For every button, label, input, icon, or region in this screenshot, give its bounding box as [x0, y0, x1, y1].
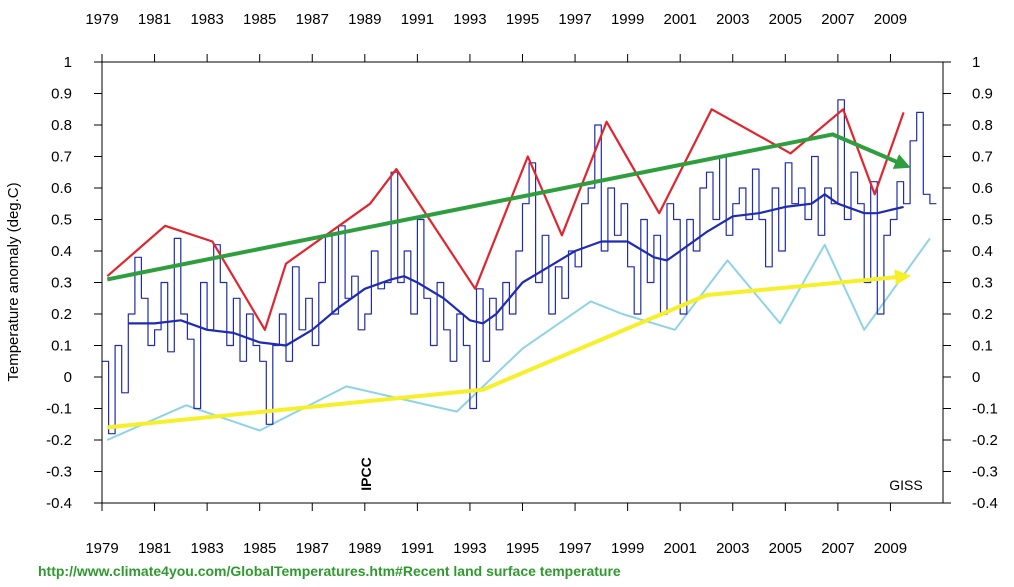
bottom-x-tick-label: 1979 [85, 540, 118, 557]
left-y-tick-label: -0.2 [46, 432, 72, 449]
right-y-tick-label: 0 [972, 369, 980, 386]
top-x-tick-label: 1981 [138, 11, 171, 28]
running-mean-line [128, 193, 904, 347]
bottom-x-ticks: 1979 1981 1983 1985 1987 1989 1991 1993 1995 1997… [85, 503, 907, 557]
giss-label: GISS [889, 477, 922, 493]
top-x-tick-label: 1983 [190, 11, 223, 28]
left-y-tick-label: -0.4 [46, 495, 72, 512]
right-y-tick-label: 0.8 [972, 117, 993, 134]
bottom-x-tick-label: 2009 [874, 540, 907, 557]
bottom-x-tick-label: 2003 [716, 540, 749, 557]
left-y-tick-label: 0.1 [51, 338, 72, 355]
peak-trend-arrow [106, 132, 911, 282]
left-y-tick-label: 0.3 [51, 275, 72, 292]
right-y-tick-label: -0.2 [972, 432, 998, 449]
left-y-tick-label: 0.2 [51, 306, 72, 323]
left-y-tick-label: 0.4 [51, 243, 72, 260]
top-x-tick-label: 1997 [558, 11, 591, 28]
series-layer [102, 99, 937, 441]
bottom-x-tick-label: 2005 [769, 540, 802, 557]
bottom-x-tick-label: 1999 [611, 540, 644, 557]
bottom-x-tick-label: 2007 [821, 540, 854, 557]
left-y-tick-label: 0.8 [51, 117, 72, 134]
left-y-tick-label: 1 [64, 54, 72, 71]
top-x-ticks: 1979 1981 1983 1985 1987 1989 1991 1993 1995 1997… [85, 11, 907, 62]
bottom-x-tick-label: 2001 [664, 540, 697, 557]
right-y-tick-label: -0.1 [972, 401, 998, 418]
right-y-tick-label: 0.1 [972, 338, 993, 355]
bottom-x-tick-label: 1991 [401, 540, 434, 557]
bottom-x-tick-label: 1989 [348, 540, 381, 557]
left-y-tick-label: -0.3 [46, 464, 72, 481]
left-y-tick-label: 0.9 [51, 86, 72, 103]
left-y-tick-label: 0.7 [51, 149, 72, 166]
top-x-tick-label: 1985 [243, 11, 276, 28]
top-x-tick-label: 1989 [348, 11, 381, 28]
right-y-tick-label: 0.2 [972, 306, 993, 323]
top-x-tick-label: 2009 [874, 11, 907, 28]
source-url-link[interactable]: http://www.climate4you.com/GlobalTempera… [38, 563, 621, 579]
bottom-x-tick-label: 1985 [243, 540, 276, 557]
plot-frame [101, 61, 944, 504]
right-y-tick-label: 0.5 [972, 212, 993, 229]
troughs-line [106, 237, 931, 441]
bottom-x-tick-label: 1993 [453, 540, 486, 557]
top-x-tick-label: 1987 [296, 11, 329, 28]
top-x-tick-label: 2005 [769, 11, 802, 28]
top-x-tick-label: 1991 [401, 11, 434, 28]
right-y-tick-label: -0.4 [972, 495, 998, 512]
trough-trend-arrow [107, 269, 911, 430]
ipcc-annotation: IPCC [358, 457, 374, 490]
right-y-tick-label: 0.7 [972, 149, 993, 166]
right-y-tick-label: 1 [972, 54, 980, 71]
top-x-tick-label: 1995 [506, 11, 539, 28]
right-y-tick-label: 0.3 [972, 275, 993, 292]
left-y-tick-label: 0.6 [51, 180, 72, 197]
right-y-tick-label: 0.4 [972, 243, 993, 260]
top-x-tick-label: 1993 [453, 11, 486, 28]
right-y-tick-label: 0.9 [972, 86, 993, 103]
right-y-ticks: 1 0.9 0.8 0.7 0.6 0.5 0.4 0.3 0.2 0.1 0 -0.1 -0.2 -0.… [943, 54, 998, 512]
left-y-ticks: 1 0.9 0.8 0.7 0.6 0.5 0.4 0.3 0.2 0.1 0 -0.1 -0.2 -0.… [46, 54, 102, 512]
y-axis-title: Temperature anomaly (deg.C) [5, 182, 22, 381]
left-y-tick-label: 0 [64, 369, 72, 386]
bottom-x-tick-label: 1995 [506, 540, 539, 557]
top-x-tick-label: 2007 [821, 11, 854, 28]
top-x-tick-label: 2001 [664, 11, 697, 28]
right-y-tick-label: 0.6 [972, 180, 993, 197]
top-x-tick-label: 1999 [611, 11, 644, 28]
left-y-tick-label: -0.1 [46, 401, 72, 418]
bottom-x-tick-label: 1997 [558, 540, 591, 557]
monthly-series-line [102, 99, 937, 435]
bottom-x-tick-label: 1981 [138, 540, 171, 557]
top-x-tick-label: 1979 [85, 11, 118, 28]
left-y-tick-label: 0.5 [51, 212, 72, 229]
bottom-x-tick-label: 1987 [296, 540, 329, 557]
right-y-tick-label: -0.3 [972, 464, 998, 481]
top-x-tick-label: 2003 [716, 11, 749, 28]
bottom-x-tick-label: 1983 [190, 540, 223, 557]
